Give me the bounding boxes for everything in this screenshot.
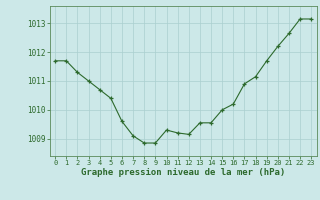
X-axis label: Graphe pression niveau de la mer (hPa): Graphe pression niveau de la mer (hPa): [81, 168, 285, 177]
